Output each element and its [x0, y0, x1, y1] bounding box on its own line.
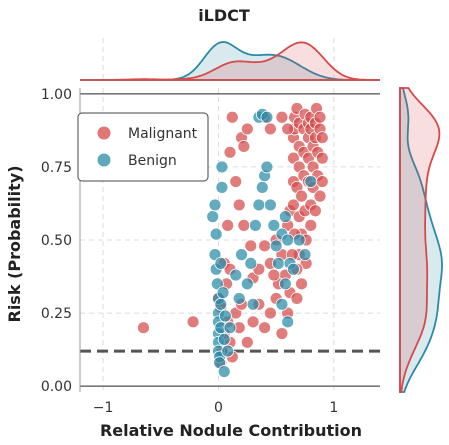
point-benign — [267, 218, 281, 232]
point-benign — [216, 286, 230, 300]
point-benign — [292, 233, 306, 247]
point-benign — [235, 248, 248, 262]
top-density-malignant — [80, 41, 380, 81]
point-malignant — [240, 122, 254, 136]
point-malignant — [267, 268, 281, 282]
y-tick-labels: 0.00 0.25 0.50 0.75 1.00 — [41, 87, 72, 395]
point-benign — [304, 175, 318, 188]
y-axis-label: Risk (Probability) — [5, 165, 24, 322]
point-benign — [232, 292, 246, 305]
point-malignant — [287, 198, 300, 212]
point-malignant — [315, 175, 329, 188]
point-benign — [217, 332, 231, 346]
point-benign — [215, 160, 229, 174]
point-malignant — [237, 218, 251, 232]
point-malignant — [281, 122, 295, 136]
point-malignant — [229, 175, 243, 188]
point-benign — [281, 315, 295, 329]
chart-title: iLDCT — [198, 6, 250, 25]
point-malignant — [313, 189, 327, 203]
right-density-benign — [399, 87, 443, 393]
point-malignant — [295, 277, 308, 291]
point-benign — [260, 160, 274, 174]
main-scatter-plot: −1 0 1 0.00 0.25 0.50 0.75 1.00 — [41, 87, 380, 416]
point-benign — [278, 277, 292, 291]
point-benign — [281, 233, 295, 247]
y-tick-label: 1.00 — [41, 87, 72, 103]
y-tick-label: 0.50 — [41, 233, 72, 249]
point-malignant — [290, 292, 304, 305]
legend-box — [77, 112, 209, 182]
point-malignant — [225, 110, 239, 124]
y-tick-label: 0.00 — [41, 379, 72, 395]
point-benign — [298, 248, 312, 262]
point-benign — [275, 297, 289, 311]
point-malignant — [275, 110, 289, 124]
point-malignant — [246, 315, 260, 329]
point-benign — [272, 256, 285, 270]
legend-malignant-label: Malignant — [128, 126, 198, 142]
point-benign — [215, 180, 229, 194]
point-benign — [263, 198, 277, 212]
point-malignant — [315, 151, 329, 165]
legend: Malignant Benign — [77, 112, 209, 182]
right-density-malignant — [399, 87, 441, 393]
point-benign — [246, 297, 260, 311]
point-malignant — [315, 131, 329, 145]
point-malignant — [221, 218, 235, 232]
legend-benign-marker — [97, 153, 111, 167]
point-benign — [214, 297, 228, 311]
legend-benign-label: Benign — [128, 153, 177, 169]
point-benign — [218, 309, 232, 323]
point-benign — [252, 198, 266, 212]
point-malignant — [263, 122, 277, 136]
point-benign — [248, 218, 262, 232]
y-tick-label: 0.25 — [41, 306, 72, 322]
point-benign — [217, 365, 231, 378]
right-marginal-density — [399, 87, 443, 393]
point-malignant — [258, 239, 272, 253]
point-benign — [206, 210, 220, 224]
point-benign — [240, 277, 254, 291]
x-axis-label: Relative Nodule Contribution — [100, 421, 362, 440]
x-tick-label: 0 — [214, 400, 223, 416]
x-tick-label: 1 — [329, 400, 338, 416]
point-malignant — [186, 315, 200, 329]
reference-lines — [80, 93, 380, 387]
point-malignant — [258, 321, 272, 335]
point-malignant — [275, 327, 289, 340]
point-benign — [255, 180, 269, 194]
point-malignant — [232, 198, 246, 212]
point-benign — [269, 239, 283, 253]
point-benign — [214, 256, 228, 270]
point-malignant — [137, 321, 150, 335]
point-malignant — [244, 239, 258, 253]
scatter-points — [137, 102, 329, 378]
legend-malignant-marker — [97, 126, 111, 140]
point-malignant — [240, 335, 254, 349]
x-tick-labels: −1 0 1 — [93, 400, 339, 416]
point-benign — [278, 210, 292, 224]
point-benign — [287, 262, 300, 276]
point-benign — [260, 110, 274, 124]
point-benign — [209, 227, 223, 241]
point-malignant — [304, 218, 318, 232]
point-benign — [244, 256, 258, 270]
point-malignant — [295, 189, 308, 203]
point-benign — [221, 344, 235, 358]
point-malignant — [237, 140, 251, 153]
point-malignant — [313, 110, 327, 124]
point-benign — [229, 268, 243, 282]
point-malignant — [263, 306, 277, 320]
point-benign — [223, 321, 237, 335]
x-tick-label: −1 — [93, 400, 114, 416]
point-malignant — [223, 145, 237, 159]
top-marginal-density — [80, 38, 380, 81]
y-tick-label: 0.75 — [41, 160, 72, 176]
point-benign — [208, 198, 222, 212]
point-malignant — [308, 204, 322, 218]
